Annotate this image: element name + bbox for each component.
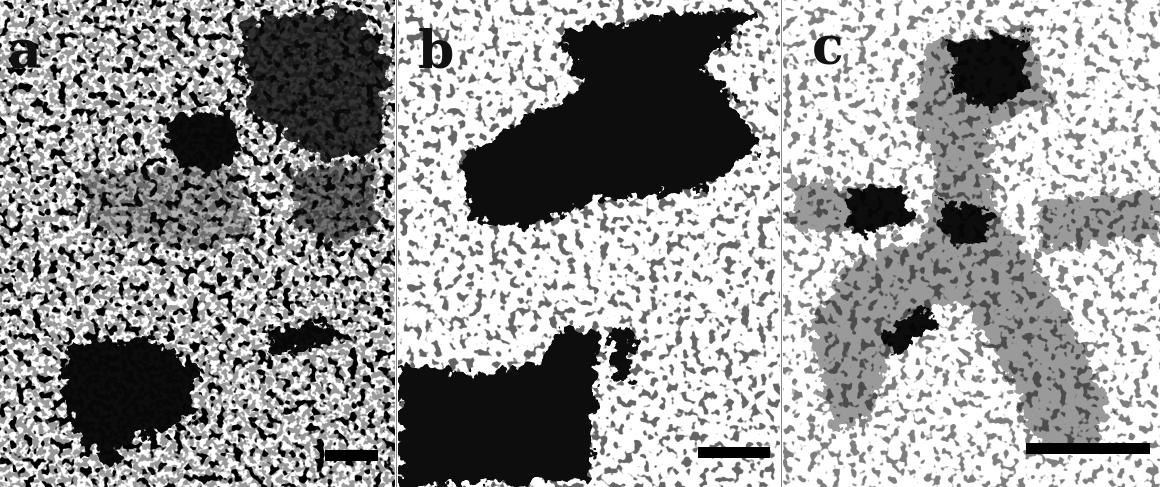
panel-label: b <box>418 20 454 81</box>
scale-bar <box>698 447 770 458</box>
panel-label: a <box>8 20 42 81</box>
panel-label: c <box>812 16 844 77</box>
panel-a: a <box>0 0 395 487</box>
panel-b: b <box>398 0 780 487</box>
panel-c: c <box>783 0 1160 487</box>
scale-bar <box>325 450 378 461</box>
scale-bar <box>1026 443 1150 454</box>
figure: a b c <box>0 0 1160 487</box>
